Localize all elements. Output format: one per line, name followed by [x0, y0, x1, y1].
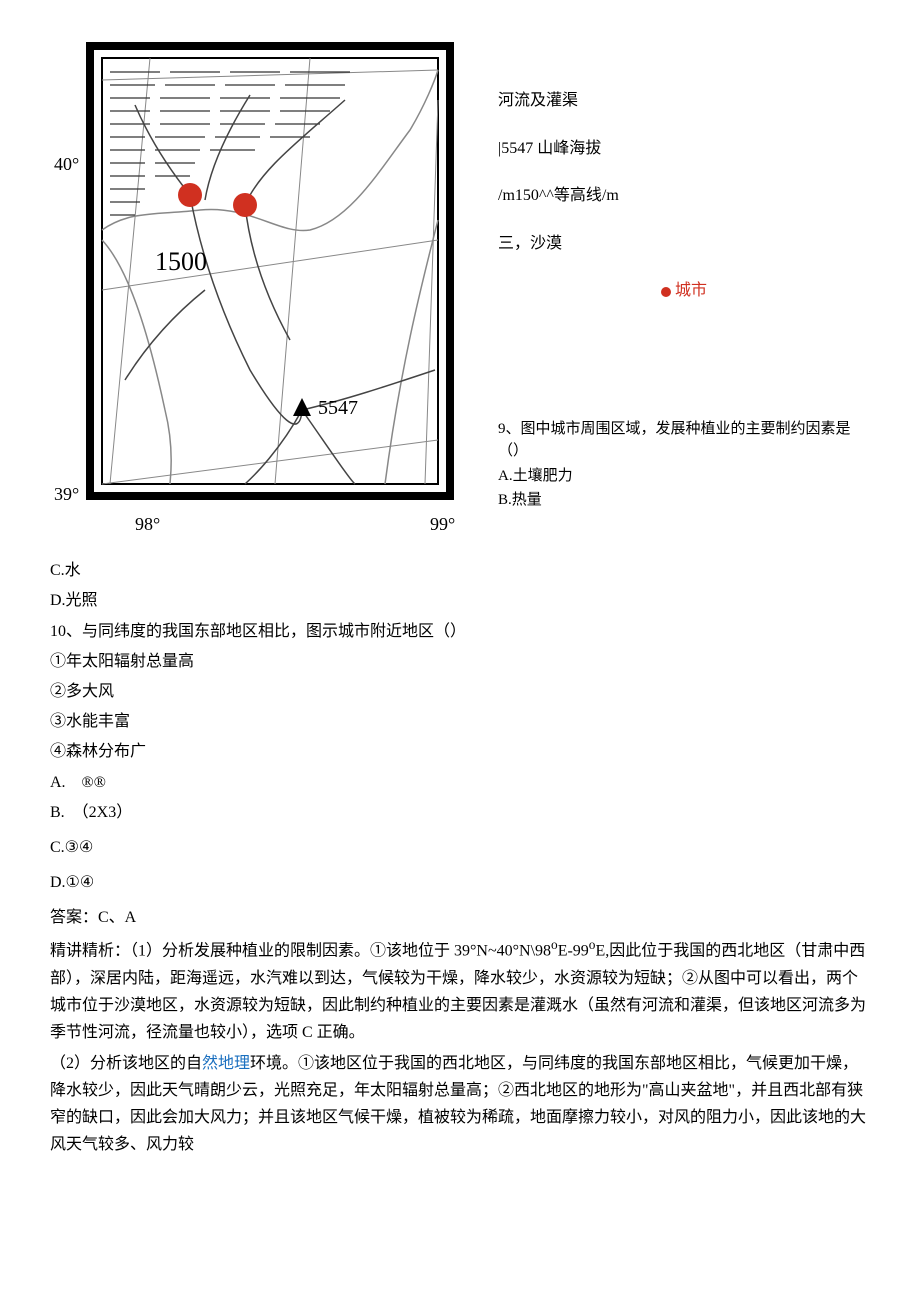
city-dot-2 [233, 193, 257, 217]
q10-optB: B. （2X3） [50, 799, 870, 826]
city-dot-1 [178, 183, 202, 207]
map-figure: 5547 1500 40° 39° 98° 99° [50, 40, 480, 554]
q9-optC: C.水 [50, 557, 870, 584]
q9-optD: D.光照 [50, 587, 870, 614]
lat-top: 40° [54, 154, 79, 174]
city-dot-icon [661, 287, 671, 297]
lon-left: 98° [135, 514, 160, 534]
q10-stem: 10、与同纬度的我国东部地区相比，图示城市附近地区（） [50, 618, 870, 645]
legend-city-label: 城市 [675, 282, 707, 299]
peak-label: 5547 [318, 397, 358, 419]
q10-s2: ②多大风 [50, 678, 870, 705]
explain-p1: 精讲精析：（1）分析发展种植业的限制因素。①该地位于 39°N~40°N\98o… [50, 934, 870, 1046]
q10-s1: ①年太阳辐射总量高 [50, 648, 870, 675]
map-svg: 5547 1500 40° 39° 98° 99° [50, 40, 480, 545]
lon-right: 99° [430, 514, 455, 534]
answer: 答案：C、A [50, 904, 870, 931]
legend-contour: /m150^^等高线/m [498, 175, 870, 217]
q10-s3: ③水能丰富 [50, 708, 870, 735]
legend-city: 城市 [498, 270, 870, 312]
legend-and-q9: 河流及灌渠 |5547 山峰海拔 /m150^^等高线/m 三，沙漠 城市 9、… [498, 40, 870, 514]
q9-optA: A.土壤肥力 [498, 465, 870, 488]
explain-p2: （2）分析该地区的自然地理环境。①该地区位于我国的西北地区，与同纬度的我国东部地… [50, 1050, 870, 1159]
legend-peak: |5547 山峰海拔 [498, 128, 870, 170]
explain-p1b: E-99 [558, 943, 589, 960]
legend-desert: 三，沙漠 [498, 223, 870, 265]
q10-optA: A. ®® [50, 769, 870, 796]
q9-optB: B.热量 [498, 489, 870, 512]
q10-optC: C.③④ [50, 834, 870, 861]
explain-sup1: o [551, 937, 558, 952]
explain-p1a: 精讲精析：（1）分析发展种植业的限制因素。①该地位于 39°N~40°N\98 [50, 943, 551, 960]
explain-p2-link[interactable]: 然地理 [202, 1055, 250, 1072]
question-9-intro: 9、图中城市周围区域，发展种植业的主要制约因素是（） A.土壤肥力 B.热量 [498, 318, 870, 512]
explain-p2a: （2）分析该地区的自 [50, 1055, 202, 1072]
contour-label: 1500 [155, 247, 207, 276]
legend-rivers: 河流及灌渠 [498, 80, 870, 122]
q10-s4: ④森林分布广 [50, 738, 870, 765]
q10-optD: D.①④ [50, 869, 870, 896]
lat-bottom: 39° [54, 484, 79, 504]
q9-stem: 9、图中城市周围区域，发展种植业的主要制约因素是（） [498, 418, 870, 463]
